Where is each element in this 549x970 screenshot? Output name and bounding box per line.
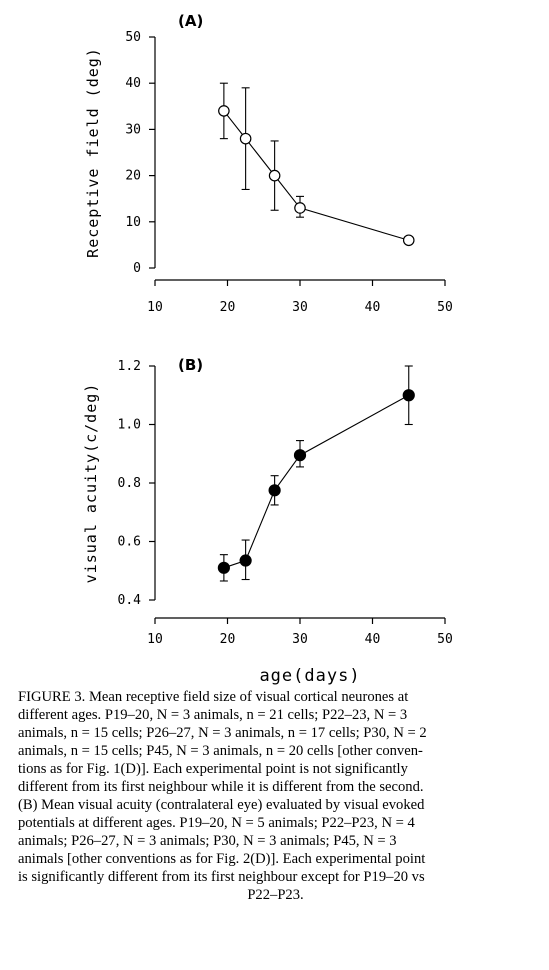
caption-line: animals [other conventions as for Fig. 2…: [18, 851, 426, 867]
caption-line: FIGURE 3. Mean receptive field size of v…: [18, 689, 409, 705]
data-point-a: [218, 105, 230, 117]
data-point-b: [402, 389, 415, 402]
x-tick-label-b: 30: [292, 632, 308, 647]
x-tick-label-b: 40: [365, 632, 381, 647]
data-point-a: [402, 234, 415, 247]
x-tick-label-a: 10: [147, 300, 163, 315]
series-line-a: [223, 110, 409, 241]
y-tick-label-b: 0.8: [118, 476, 141, 491]
x-tick-label-a: 50: [437, 300, 453, 315]
caption-line: potentials at different ages. P19–20, N …: [18, 815, 415, 831]
y-tick-label-a: 30: [125, 122, 141, 137]
x-tick-label-b: 50: [437, 632, 453, 647]
caption-line: tions as for Fig. 1(D)]. Each experiment…: [18, 761, 408, 777]
series-line-b: [223, 394, 410, 569]
x-tick-label-b: 20: [220, 632, 236, 647]
data-point-a: [294, 202, 306, 214]
caption-line: different ages. P19–20, N = 3 animals, n…: [18, 707, 408, 723]
figure: (A) 0 10 20 30 40 50 10 20 30 40 50 Receptive field …: [82, 12, 453, 686]
data-point-a: [268, 169, 281, 182]
caption-line: is significantly different from its firs…: [18, 869, 425, 885]
y-tick-label-b: 0.4: [118, 593, 142, 608]
figure-caption: FIGURE 3. Mean receptive field size of v…: [18, 688, 533, 904]
data-point-b: [239, 554, 252, 567]
panel-label-b: (B): [178, 356, 203, 374]
y-tick-label-a: 10: [125, 215, 141, 230]
caption-line: animals, n = 15 cells; P45, N = 3 animal…: [18, 743, 423, 759]
x-tick-label-a: 20: [220, 300, 236, 315]
caption-line: (B) Mean visual acuity (contralateral ey…: [18, 797, 425, 813]
data-point-a: [239, 132, 252, 145]
caption-line: animals, n = 15 cells; P26–27, N = 3 ani…: [18, 725, 427, 741]
y-tick-label-a: 20: [125, 169, 141, 184]
caption-line: animals; P26–27, N = 3 animals; P30, N =…: [18, 833, 397, 849]
caption-line: different from its first neighbour while…: [18, 779, 424, 795]
data-point-b: [217, 561, 230, 574]
data-point-b: [293, 449, 307, 462]
y-tick-label-b: 1.2: [118, 359, 141, 374]
y-tick-label-a: 0: [133, 261, 141, 276]
y-axis-label-a: Receptive field (deg): [84, 47, 102, 258]
y-tick-label-b: 1.0: [118, 418, 141, 433]
panel-label-a: (A): [178, 12, 203, 30]
y-tick-label-b: 0.6: [118, 535, 141, 550]
y-tick-label-a: 50: [125, 30, 141, 45]
x-tick-label-a: 30: [292, 300, 308, 315]
y-axis-label-b: visual acuity(c/deg): [82, 383, 100, 584]
caption-line: P22–P23.: [247, 887, 304, 903]
x-tick-label-b: 10: [147, 632, 163, 647]
y-tick-label-a: 40: [125, 76, 141, 91]
data-point-b: [268, 484, 281, 497]
x-tick-label-a: 40: [365, 300, 381, 315]
x-axis-label-b: age(days): [259, 666, 360, 686]
